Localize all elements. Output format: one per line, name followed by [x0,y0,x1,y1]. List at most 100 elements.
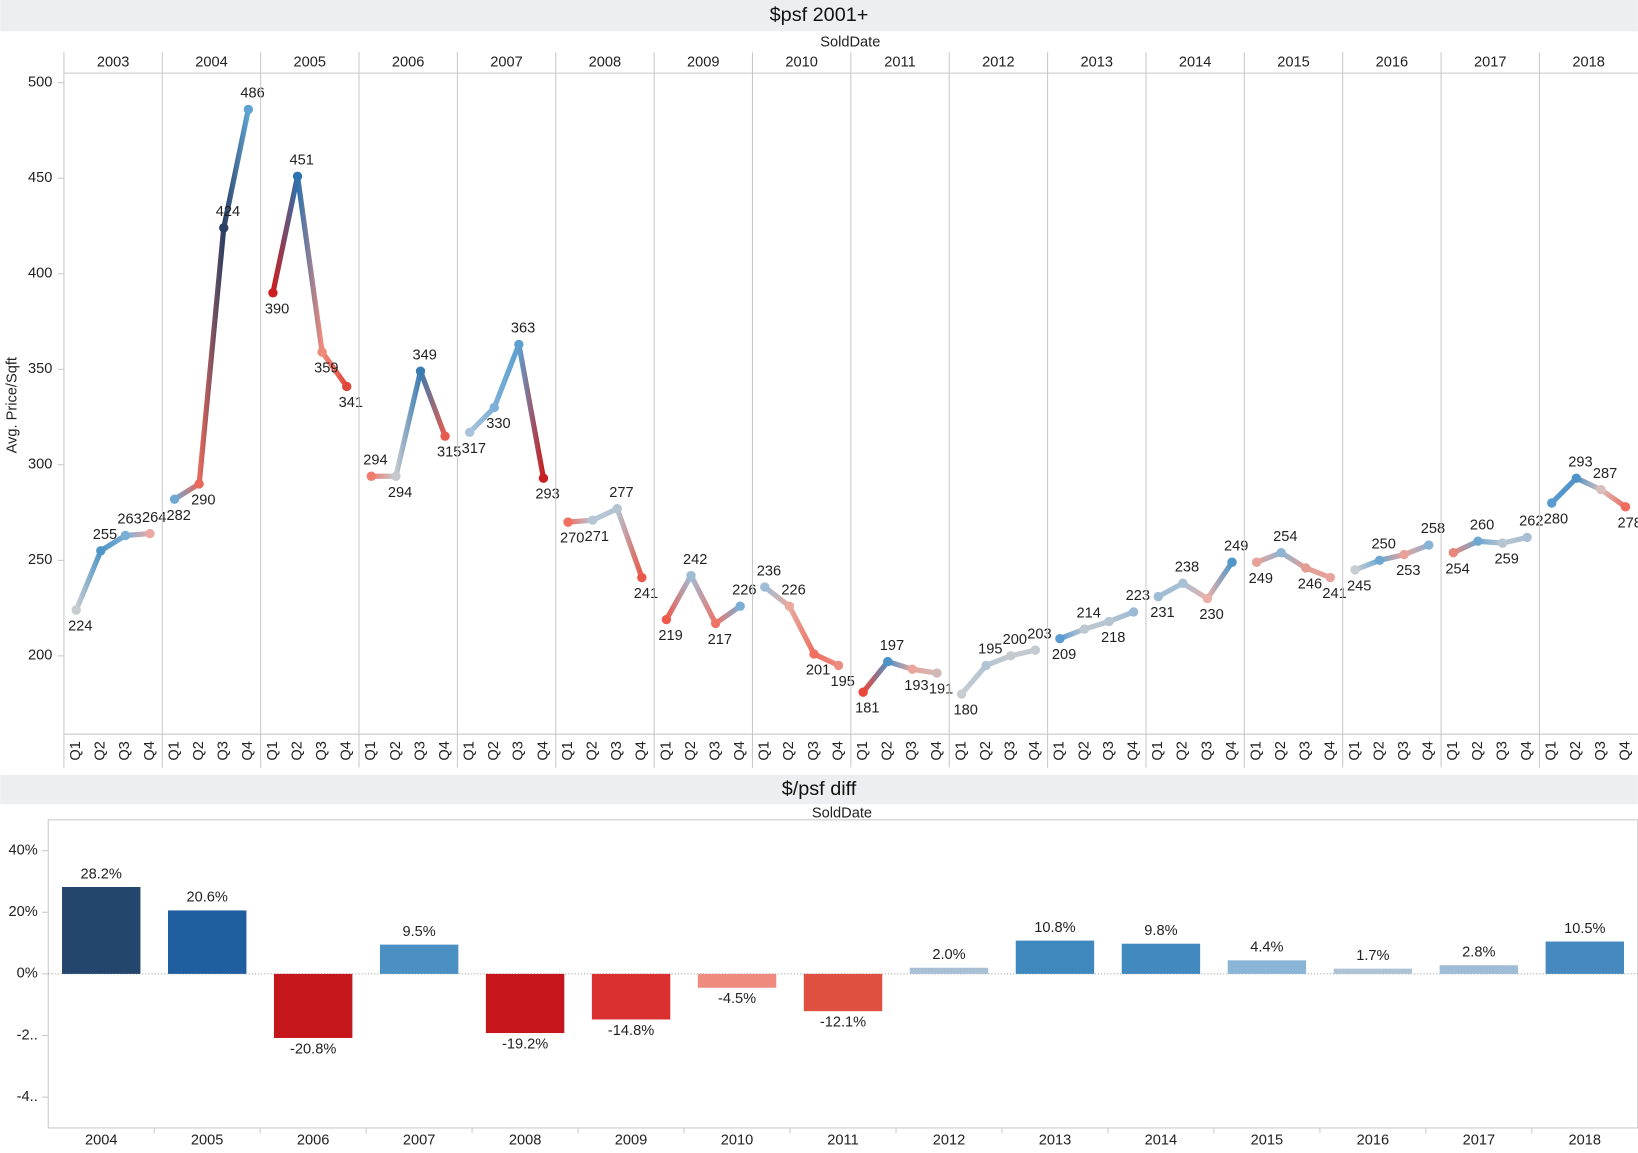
data-label: 241 [634,586,658,602]
y-tick-label: 200 [28,648,52,664]
y-tick-label: 40% [9,843,38,859]
x-tick-label: Q4 [1519,741,1535,760]
x-tick-label: Q2 [289,741,305,761]
data-label: 349 [412,347,436,363]
data-point [981,660,991,671]
x-tick-label: 2016 [1357,1132,1390,1148]
data-point [587,515,598,525]
data-point [1522,532,1532,543]
x-tick-label: Q2 [880,741,896,760]
bar [1227,960,1307,974]
x-tick-label: Q2 [1470,741,1486,760]
series-line [467,341,547,481]
data-label: 201 [806,663,830,679]
x-tick-label: Q1 [658,741,674,760]
x-tick-label: Q4 [339,741,355,761]
series-line [958,647,1038,697]
data-label: 226 [732,582,756,598]
x-tick-label: Q3 [1396,741,1412,760]
x-tick-label: Q1 [1248,741,1264,760]
x-tick-label: Q2 [1568,741,1584,760]
data-point [661,614,672,625]
x-tick-label: Q2 [93,741,109,760]
panel-header: 2016 [1376,55,1409,71]
x-tick-label: Q4 [830,741,846,760]
x-tick-label: 2012 [933,1132,966,1148]
x-tick-label: Q3 [216,741,232,761]
data-point [440,431,450,441]
data-label: 214 [1076,605,1100,621]
data-point [1178,578,1188,588]
x-tick-label: Q3 [1003,741,1019,760]
x-tick-label: Q3 [1199,741,1215,760]
data-point [784,601,795,611]
data-point [292,171,303,181]
data-point [1055,633,1065,644]
data-label: 294 [363,452,387,468]
x-tick-label: Q1 [462,741,478,761]
x-tick-label: 2014 [1145,1132,1178,1148]
chart-title: $psf 2001+ [770,4,869,26]
data-label: 224 [68,619,92,635]
data-point [760,582,770,592]
data-label: 451 [290,152,314,168]
series-line [1057,609,1137,642]
x-tick-label: 2004 [85,1132,118,1148]
data-label: 290 [191,492,215,508]
data-label: 180 [953,703,977,719]
data-label: 315 [437,445,461,461]
x-tick-label: Q4 [929,741,945,760]
data-point [1251,557,1262,567]
bar [697,973,777,988]
panel-header: 2011 [884,55,915,71]
data-point [1104,616,1114,627]
data-point [1325,572,1336,583]
data-point [145,528,155,539]
bar [1439,965,1519,974]
data-label: -19.2% [502,1036,548,1052]
data-label: 282 [167,508,191,524]
x-header: SoldDate [812,805,872,821]
x-tick-label: Q4 [1126,741,1142,760]
data-point [194,479,204,489]
series-line [1254,550,1334,581]
data-point [1227,557,1237,567]
data-point [686,570,696,581]
x-tick-label: Q1 [1052,741,1068,760]
x-tick-label: Q3 [314,741,330,761]
data-point [1276,547,1286,558]
bar [167,910,247,974]
data-label: 246 [1298,577,1322,593]
x-header: SoldDate [820,35,880,51]
data-label: 241 [1322,586,1346,602]
panel-header: 2015 [1277,55,1310,71]
x-tick-label: Q1 [560,741,576,760]
data-label: 219 [658,628,682,644]
data-label: 280 [1544,512,1568,528]
x-tick-label: Q1 [1445,741,1461,760]
x-tick-label: Q2 [683,741,699,760]
data-label: 2.0% [932,947,965,963]
panel-header: 2012 [982,55,1015,71]
data-point [1128,607,1139,617]
data-label: 254 [1273,529,1297,545]
panel-header: 2018 [1572,55,1605,71]
x-tick-label: 2011 [827,1132,858,1148]
data-label: -12.1% [820,1015,866,1031]
series-line [1155,559,1235,602]
bar [1333,968,1413,974]
data-label: 2.8% [1462,945,1495,961]
x-tick-label: Q4 [634,741,650,760]
x-tick-label: 2013 [1039,1132,1072,1148]
data-label: 236 [757,563,781,579]
data-label: 250 [1372,537,1396,553]
x-tick-label: Q2 [1076,741,1092,760]
data-label: 10.8% [1034,920,1075,936]
y-tick-label: 300 [28,457,52,473]
x-tick-label: Q1 [953,741,969,760]
data-point [1030,645,1040,655]
x-tick-label: 2010 [721,1132,754,1148]
data-label: 9.5% [402,924,435,940]
data-label: 359 [314,361,338,377]
series-line [368,368,448,479]
